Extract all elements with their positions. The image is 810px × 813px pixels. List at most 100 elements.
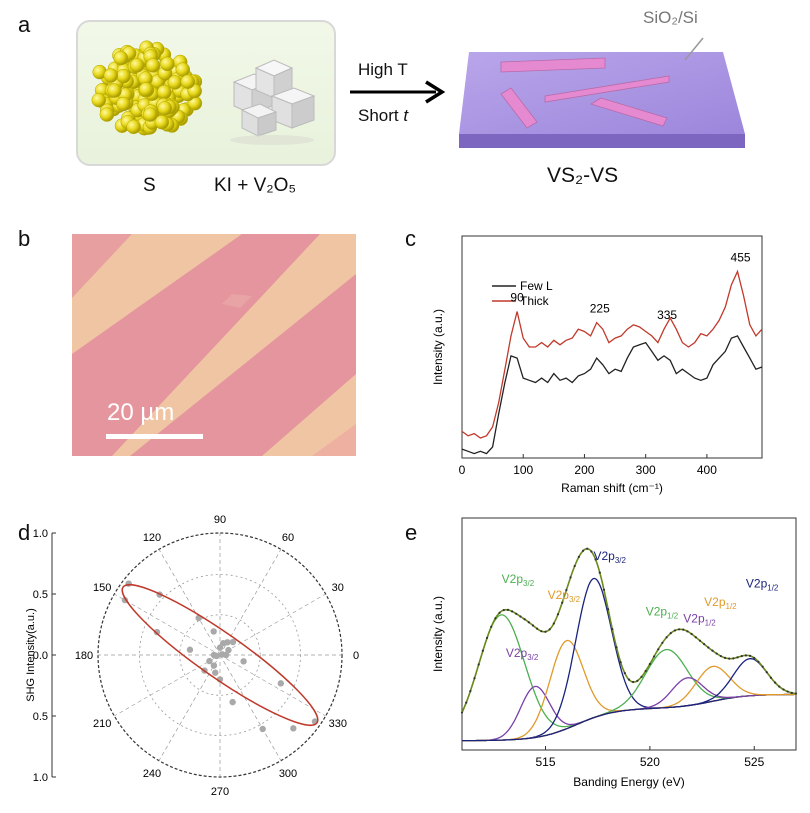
y-axis-label: Intensity (a.u.) <box>431 596 445 672</box>
background-line <box>462 693 796 742</box>
component-curve <box>462 648 796 742</box>
raw-data-point <box>540 630 543 633</box>
polar-spoke <box>219 549 282 656</box>
raw-data-point <box>723 656 727 659</box>
data-point <box>216 644 224 651</box>
raw-data-point <box>774 681 777 684</box>
raw-data-point <box>744 654 747 657</box>
raw-data-point <box>636 679 639 682</box>
data-point <box>229 638 237 646</box>
data-point <box>210 662 218 669</box>
component-curve <box>462 677 796 742</box>
raw-data-point <box>790 691 793 694</box>
component-curve <box>462 665 796 742</box>
raw-data-point <box>460 711 464 714</box>
raw-data-point <box>565 588 568 592</box>
raw-data-point <box>569 576 572 579</box>
panel-label-d: d <box>18 520 31 545</box>
raw-data-point <box>719 654 722 658</box>
raw-data-point <box>473 677 476 680</box>
sulfur-ball <box>107 83 122 98</box>
sulfur-label: S <box>143 175 156 196</box>
raw-data-point <box>728 657 731 660</box>
x-axis-label: Banding Energy (eV) <box>573 775 684 789</box>
data-point <box>277 680 285 687</box>
substrate-label: SiO₂/Si <box>643 8 698 27</box>
fit-curve <box>121 584 319 726</box>
peak-label: 225 <box>590 302 610 316</box>
raw-data-point <box>598 571 601 574</box>
raw-data-point <box>673 629 677 632</box>
raw-data-point <box>556 613 560 616</box>
polar-spoke <box>219 654 282 761</box>
raw-data-point <box>711 649 714 652</box>
radial-tick-label: 0.5 <box>33 589 48 601</box>
raw-data-point <box>615 646 618 649</box>
data-point <box>213 652 220 660</box>
raw-data-point <box>669 632 672 635</box>
sulfur-ball <box>160 56 175 72</box>
polar-spoke <box>158 549 221 656</box>
raw-data-point <box>769 676 773 679</box>
raw-data-point <box>757 660 760 663</box>
data-point <box>219 651 226 658</box>
sulfur-ball <box>143 107 158 122</box>
raw-data-point <box>544 630 547 633</box>
sulfur-ball <box>91 92 107 108</box>
peak-label: 335 <box>657 308 677 322</box>
peak-annotation: V2p3/2 <box>506 646 539 662</box>
raw-data-point <box>581 549 585 552</box>
raw-data-point <box>627 678 631 681</box>
raw-data-point <box>548 628 551 631</box>
panel-b: 20 µm <box>72 234 356 456</box>
reaction-arrow <box>350 80 446 104</box>
raw-data-point <box>694 636 697 639</box>
raw-data-point <box>678 628 681 631</box>
raw-data-point <box>519 615 522 618</box>
angle-tick-label: 240 <box>143 768 161 780</box>
shg-polar-chart: 0 30 60 90 120 150 180 210 240 270 300 330 1.0 0.5 0.0… <box>25 514 359 798</box>
sulfur-ball <box>126 119 141 135</box>
peak-annotation: V2p1/2 <box>683 611 716 627</box>
angle-tick-label: 60 <box>282 532 294 544</box>
x-tick-label: 300 <box>636 463 656 477</box>
sulfur-powder <box>91 40 203 136</box>
plot-frame <box>461 235 763 459</box>
optical-micrograph <box>72 234 356 456</box>
polar-spoke <box>114 654 221 717</box>
data-point <box>259 725 266 733</box>
sulfur-ball <box>145 58 161 73</box>
raw-data-point <box>586 547 589 550</box>
radial-tick-label: 1.0 <box>33 772 48 784</box>
raw-data-point <box>748 654 752 657</box>
arrow-bottom-label: Short t <box>358 106 409 125</box>
raw-data-point <box>740 654 743 658</box>
sulfur-ball <box>113 50 129 66</box>
sulfur-ball <box>116 96 131 112</box>
panel-a: S KI + V₂O₅ High T Short t SiO₂/Si VS₂-V… <box>0 0 810 205</box>
sulfur-ball <box>154 114 170 130</box>
raw-data-point <box>782 688 785 691</box>
peak-annotation: V2p3/2 <box>548 588 581 604</box>
polar-ring <box>179 614 261 696</box>
series-line-few-l <box>461 335 763 455</box>
raw-data-point <box>686 630 689 633</box>
angle-tick-label: 90 <box>214 514 226 526</box>
raw-data-point <box>703 643 706 646</box>
data-point <box>125 580 132 587</box>
sulfur-ball <box>180 74 196 89</box>
raw-data-point <box>511 610 514 613</box>
raw-data-point <box>469 690 472 693</box>
raw-data-point <box>502 608 505 612</box>
sulfur-ball <box>103 68 119 83</box>
raw-data-point <box>552 622 555 625</box>
precursor-illustration <box>91 40 316 145</box>
series-line-thick <box>461 269 763 439</box>
raw-data-point <box>494 617 497 620</box>
legend-label: Few L <box>520 279 553 293</box>
y-axis-label: Intensity (a.u.) <box>431 309 445 385</box>
sulfur-ball <box>167 75 183 90</box>
raw-data-point <box>753 656 756 660</box>
angle-tick-label: 330 <box>329 718 347 730</box>
raw-data-point <box>465 701 468 704</box>
